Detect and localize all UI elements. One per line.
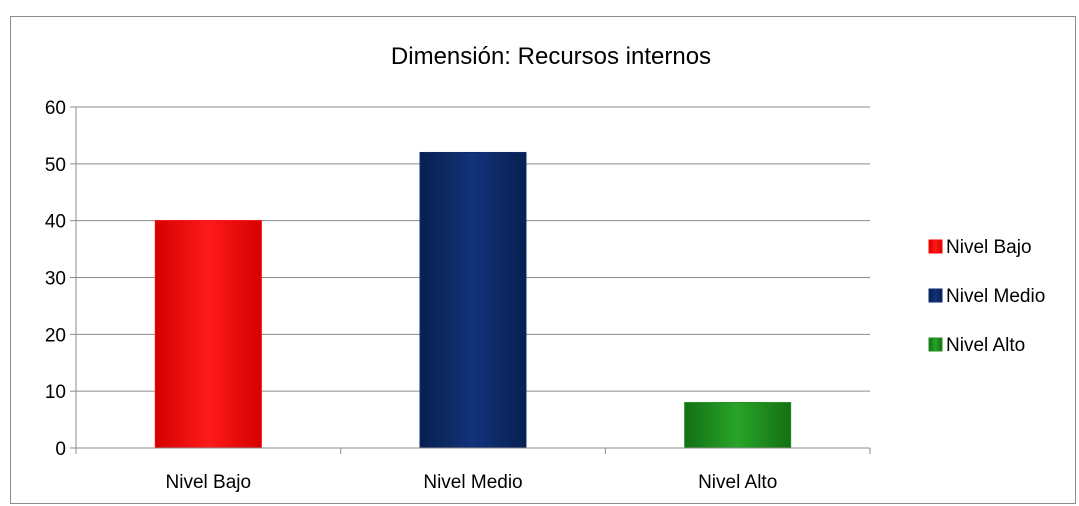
bar-nivel-medio — [419, 151, 527, 449]
legend-swatch — [928, 337, 943, 352]
y-tick-label: 10 — [45, 382, 66, 403]
bars — [154, 151, 792, 449]
y-tick-label: 50 — [45, 155, 66, 176]
y-tick-label: 60 — [45, 98, 66, 119]
y-axis-ticks: 0 10 20 30 40 50 60 — [45, 98, 77, 460]
legend: Nivel Bajo Nivel Medio Nivel Alto — [928, 237, 1045, 356]
y-tick-label: 20 — [45, 325, 66, 346]
chart-title: Dimensión: Recursos internos — [391, 43, 711, 70]
x-axis: Nivel Bajo Nivel Medio Nivel Alto — [75, 447, 871, 493]
legend-label: Nivel Bajo — [946, 237, 1032, 258]
legend-swatch — [928, 239, 943, 254]
bar-nivel-bajo — [154, 220, 262, 449]
x-tick-label: Nivel Medio — [423, 472, 522, 493]
bar-nivel-alto — [684, 402, 792, 449]
legend-label: Nivel Alto — [946, 335, 1025, 356]
y-tick-label: 30 — [45, 269, 66, 290]
y-tick-label: 40 — [45, 212, 66, 233]
y-tick-label: 0 — [55, 439, 66, 460]
x-tick-label: Nivel Alto — [698, 472, 777, 493]
legend-label: Nivel Medio — [946, 286, 1045, 307]
legend-swatch — [928, 288, 943, 303]
x-tick-label: Nivel Bajo — [166, 472, 252, 493]
